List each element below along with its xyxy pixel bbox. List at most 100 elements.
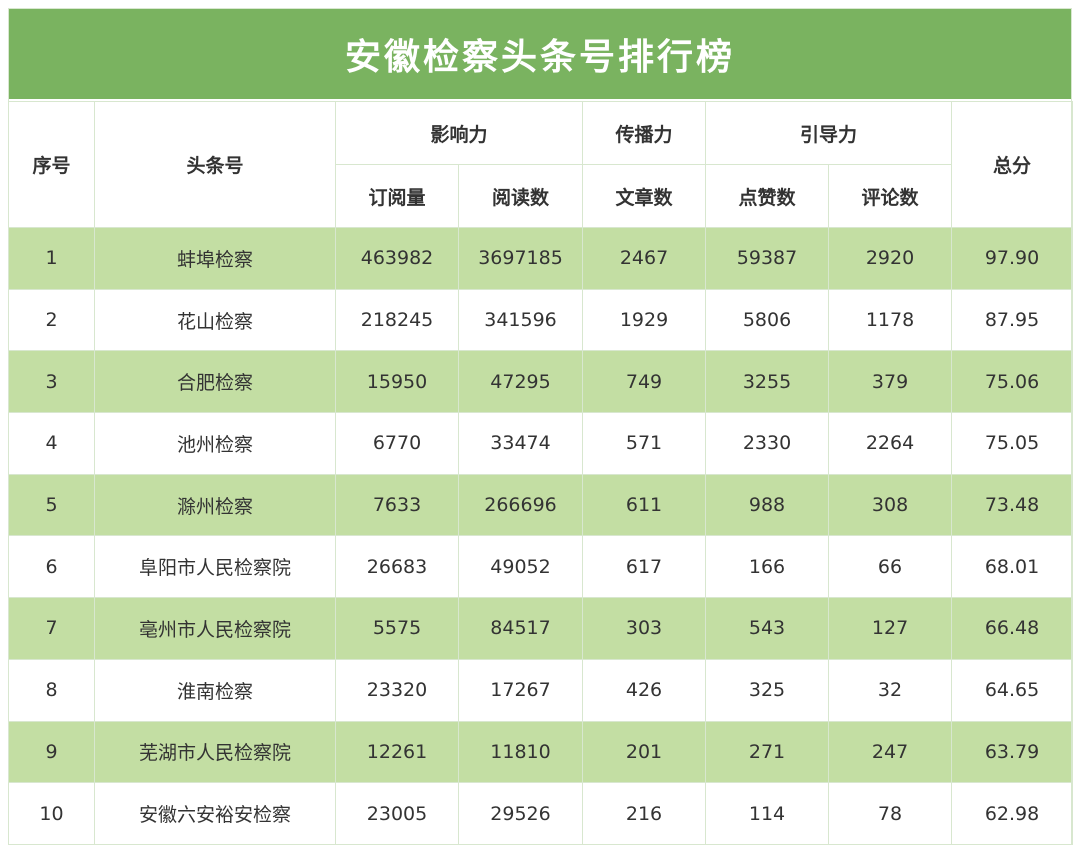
cell-total: 75.06 (951, 350, 1074, 414)
ranking-table: 序号 头条号 影响力 传播力 引导力 总分 订阅量 阅读数 文章数 点赞数 评论… (8, 101, 1074, 845)
cell-rank: 3 (8, 350, 95, 414)
cell-reads: 3697185 (457, 227, 584, 290)
cell-likes: 3255 (705, 350, 830, 414)
cell-rank: 5 (8, 473, 95, 537)
cell-reads: 49052 (457, 535, 584, 599)
cell-account: 池州检察 (94, 412, 336, 475)
cell-subscriptions: 6770 (335, 412, 459, 475)
table-row: 8 淮南检察 23320 17267 426 325 32 64.65 (8, 658, 1074, 722)
cell-total: 66.48 (951, 597, 1074, 660)
cell-reads: 33474 (457, 412, 584, 475)
cell-reads: 341596 (457, 288, 584, 352)
cell-rank: 2 (8, 288, 95, 352)
cell-rank: 6 (8, 535, 95, 599)
cell-comments: 247 (828, 720, 953, 784)
table-row: 10 安徽六安裕安检察 23005 29526 216 114 78 62.98 (8, 782, 1074, 845)
cell-comments: 32 (828, 658, 953, 722)
table-row: 1 蚌埠检察 463982 3697185 2467 59387 2920 97… (8, 227, 1074, 290)
cell-articles: 216 (582, 782, 707, 845)
header-comments: 评论数 (828, 164, 953, 228)
header-subscriptions: 订阅量 (335, 164, 459, 228)
page-title: 安徽检察头条号排行榜 (344, 35, 735, 78)
cell-articles: 749 (582, 350, 707, 414)
cell-account: 蚌埠检察 (94, 227, 336, 290)
table-body: 1 蚌埠检察 463982 3697185 2467 59387 2920 97… (8, 227, 1074, 845)
header-articles: 文章数 (582, 164, 707, 228)
cell-likes: 325 (705, 658, 830, 722)
table-row: 9 芜湖市人民检察院 12261 11810 201 271 247 63.79 (8, 720, 1074, 784)
cell-subscriptions: 23005 (335, 782, 459, 845)
cell-comments: 78 (828, 782, 953, 845)
cell-comments: 308 (828, 473, 953, 537)
cell-rank: 1 (8, 227, 95, 290)
cell-likes: 2330 (705, 412, 830, 475)
cell-comments: 2920 (828, 227, 953, 290)
title-banner: 安徽检察头条号排行榜 (8, 8, 1072, 99)
cell-total: 63.79 (951, 720, 1074, 784)
cell-likes: 543 (705, 597, 830, 660)
cell-account: 阜阳市人民检察院 (94, 535, 336, 599)
cell-reads: 47295 (457, 350, 584, 414)
cell-account: 芜湖市人民检察院 (94, 720, 336, 784)
cell-subscriptions: 26683 (335, 535, 459, 599)
cell-reads: 266696 (457, 473, 584, 537)
table-row: 6 阜阳市人民检察院 26683 49052 617 166 66 68.01 (8, 535, 1074, 599)
cell-comments: 379 (828, 350, 953, 414)
cell-subscriptions: 463982 (335, 227, 459, 290)
cell-articles: 303 (582, 597, 707, 660)
cell-articles: 426 (582, 658, 707, 722)
cell-comments: 127 (828, 597, 953, 660)
cell-rank: 4 (8, 412, 95, 475)
table-row: 3 合肥检察 15950 47295 749 3255 379 75.06 (8, 350, 1074, 414)
cell-likes: 59387 (705, 227, 830, 290)
cell-comments: 1178 (828, 288, 953, 352)
header-row-sub: 订阅量 阅读数 文章数 点赞数 评论数 (9, 164, 1073, 228)
header-total: 总分 (951, 101, 1074, 228)
cell-likes: 5806 (705, 288, 830, 352)
cell-reads: 17267 (457, 658, 584, 722)
table-row: 4 池州检察 6770 33474 571 2330 2264 75.05 (8, 412, 1074, 475)
cell-rank: 10 (8, 782, 95, 845)
cell-subscriptions: 7633 (335, 473, 459, 537)
cell-subscriptions: 15950 (335, 350, 459, 414)
cell-articles: 611 (582, 473, 707, 537)
header-spread: 传播力 (582, 101, 707, 165)
cell-likes: 166 (705, 535, 830, 599)
cell-account: 淮南检察 (94, 658, 336, 722)
cell-articles: 571 (582, 412, 707, 475)
cell-subscriptions: 23320 (335, 658, 459, 722)
cell-total: 68.01 (951, 535, 1074, 599)
cell-likes: 114 (705, 782, 830, 845)
table-row: 7 亳州市人民检察院 5575 84517 303 543 127 66.48 (8, 597, 1074, 660)
cell-subscriptions: 218245 (335, 288, 459, 352)
cell-account: 安徽六安裕安检察 (94, 782, 336, 845)
cell-subscriptions: 5575 (335, 597, 459, 660)
cell-account: 合肥检察 (94, 350, 336, 414)
cell-articles: 201 (582, 720, 707, 784)
cell-comments: 2264 (828, 412, 953, 475)
cell-account: 亳州市人民检察院 (94, 597, 336, 660)
cell-reads: 29526 (457, 782, 584, 845)
cell-likes: 271 (705, 720, 830, 784)
table-row: 5 滁州检察 7633 266696 611 988 308 73.48 (8, 473, 1074, 537)
table-row: 2 花山检察 218245 341596 1929 5806 1178 87.9… (8, 288, 1074, 352)
cell-rank: 8 (8, 658, 95, 722)
header-influence: 影响力 (334, 101, 584, 165)
cell-account: 花山检察 (94, 288, 336, 352)
cell-total: 62.98 (951, 782, 1074, 845)
header-rank: 序号 (8, 101, 95, 228)
cell-reads: 11810 (457, 720, 584, 784)
cell-total: 97.90 (951, 227, 1074, 290)
cell-reads: 84517 (457, 597, 584, 660)
cell-rank: 7 (8, 597, 95, 660)
cell-total: 64.65 (951, 658, 1074, 722)
header-row-top: 序号 头条号 影响力 传播力 引导力 总分 (8, 101, 1074, 228)
cell-account: 滁州检察 (94, 473, 336, 537)
cell-articles: 617 (582, 535, 707, 599)
cell-total: 73.48 (951, 473, 1074, 537)
cell-rank: 9 (8, 720, 95, 784)
cell-articles: 2467 (582, 227, 707, 290)
cell-comments: 66 (828, 535, 953, 599)
cell-articles: 1929 (582, 288, 707, 352)
